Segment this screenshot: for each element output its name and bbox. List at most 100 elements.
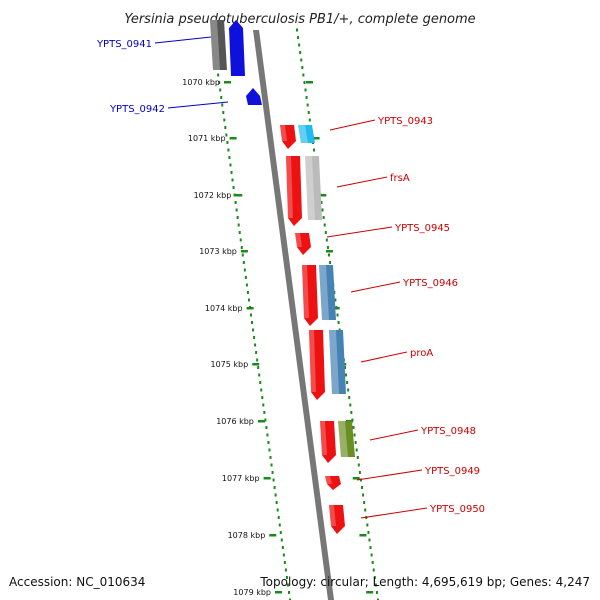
ruler-dot (240, 246, 243, 249)
ruler-dot (323, 223, 326, 227)
gene-arrow-forward[interactable] (295, 233, 311, 255)
label-leader-line (369, 429, 419, 441)
ruler-dot (275, 501, 278, 504)
gene-arrow-forward[interactable] (302, 265, 318, 326)
gene-label[interactable]: YPTS_0942 (109, 104, 165, 115)
ruler-dot (230, 171, 233, 174)
ruler-tick-right (319, 194, 327, 197)
ruler-dot (285, 576, 288, 579)
ruler-tick-left (252, 363, 260, 366)
gene-arrow-forward[interactable] (320, 421, 336, 463)
ruler-dot (227, 148, 230, 152)
ruler-dot (361, 486, 364, 489)
cog-bar-highlight (298, 125, 308, 143)
ruler-dot (280, 538, 283, 542)
ruler-dot (256, 358, 259, 362)
gene-ypts_0945[interactable] (295, 233, 311, 255)
ruler-dot (370, 553, 373, 557)
ruler-dot (307, 111, 310, 114)
ruler-dot (265, 426, 268, 429)
ruler-tick-left (246, 307, 254, 310)
gene-highlight (329, 505, 336, 526)
ruler-tick-right (325, 250, 333, 253)
gene-ypts_0941[interactable] (210, 20, 245, 76)
ruler-label: 1078 kbp (228, 531, 266, 540)
gene-highlight (302, 265, 309, 318)
gene-ypts_0948[interactable] (320, 421, 355, 463)
gene-arrow-forward[interactable] (286, 156, 302, 226)
gene-arrow-forward[interactable] (325, 476, 341, 490)
ruler-dot (377, 598, 379, 600)
ruler-dot (352, 426, 355, 429)
ruler-dot (327, 253, 330, 257)
gene-label[interactable]: YPTS_0946 (402, 278, 458, 289)
ruler-dot (301, 66, 304, 69)
gene-ypts_0943[interactable] (280, 125, 315, 149)
ruler-dot (257, 366, 260, 369)
ruler-dot (225, 133, 228, 137)
cog-category-bar (338, 421, 355, 457)
ruler-dot (246, 291, 249, 294)
ruler-dot (313, 148, 316, 152)
ruler-dot (305, 96, 308, 99)
ruler-tick-left (240, 250, 248, 253)
ruler-dot (343, 366, 346, 369)
gene-arrow-forward[interactable] (280, 125, 296, 149)
ruler-tick-left (229, 137, 237, 140)
ruler-dot (358, 471, 361, 474)
ruler-dot (274, 493, 277, 497)
gene-proa[interactable] (309, 330, 346, 400)
gene-features (210, 20, 355, 534)
ruler-dot (270, 463, 273, 467)
gene-label[interactable]: YPTS_0948 (420, 426, 476, 437)
gene-label[interactable]: YPTS_0941 (96, 39, 152, 50)
ruler-dot (223, 118, 226, 122)
ruler-dot (272, 478, 275, 482)
ruler-dot (308, 118, 311, 122)
cog-category-bar (210, 20, 227, 70)
ruler-tick-right (312, 137, 320, 140)
ruler-dot (326, 246, 329, 249)
ruler-dot (368, 538, 371, 542)
gene-arrow-forward[interactable] (329, 505, 345, 534)
ruler-dot (217, 73, 220, 77)
cog-bar-highlight (319, 265, 329, 320)
gene-highlight (325, 476, 332, 484)
ruler-dot (348, 396, 351, 399)
gene-ypts_0942[interactable] (246, 88, 262, 105)
gene-ypts_0946[interactable] (302, 265, 336, 326)
gene-ypts_0950[interactable] (329, 505, 345, 534)
ruler-dot (300, 58, 303, 62)
ruler-dot (336, 313, 339, 317)
gene-arrow-reverse[interactable] (229, 20, 245, 76)
ruler-dot (302, 73, 305, 77)
gene-label[interactable]: frsA (390, 173, 410, 184)
ruler-dot (253, 336, 256, 339)
gene-frsa[interactable] (286, 156, 322, 226)
ruler-label: 1075 kbp (210, 360, 248, 369)
gene-label[interactable]: YPTS_0950 (429, 504, 485, 515)
gene-label[interactable]: YPTS_0943 (377, 116, 433, 127)
cog-category-bar (298, 125, 315, 143)
gene-label[interactable]: proA (410, 348, 433, 359)
label-leader-line (360, 351, 408, 363)
ruler-dot (349, 403, 352, 407)
label-leader-line (326, 226, 393, 238)
ruler-dot (366, 523, 369, 527)
ruler-dot (219, 88, 222, 92)
ruler-dot (357, 463, 360, 467)
ruler-dot (252, 328, 255, 332)
gene-label[interactable]: YPTS_0949 (424, 466, 480, 477)
cog-bar-highlight (329, 330, 339, 394)
ruler-dot (242, 261, 245, 264)
gene-label[interactable]: YPTS_0945 (394, 223, 450, 234)
gene-arrow-forward[interactable] (309, 330, 325, 400)
ruler-dot (298, 43, 301, 47)
ruler-dot (259, 381, 262, 384)
ruler-dot (359, 478, 362, 482)
ruler-dot (356, 456, 359, 459)
gene-arrow-reverse[interactable] (246, 88, 262, 105)
ruler-label: 1077 kbp (222, 474, 260, 483)
gene-ypts_0949[interactable] (325, 476, 341, 490)
ruler-dot (320, 201, 323, 204)
